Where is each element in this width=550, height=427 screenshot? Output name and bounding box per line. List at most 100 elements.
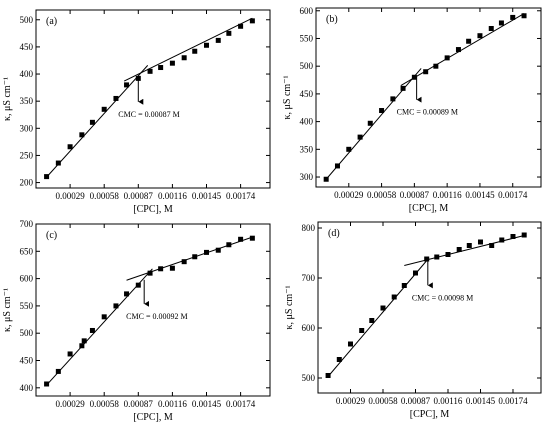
data-point	[147, 270, 153, 276]
data-point	[44, 174, 50, 180]
y-tick-label: 250	[20, 150, 34, 160]
data-point	[521, 13, 527, 19]
x-tick-label: 0.00174	[498, 190, 528, 200]
data-point	[489, 243, 495, 248]
x-tick-label: 0.00174	[226, 191, 256, 201]
fit-line	[400, 13, 525, 87]
panel-label: (c)	[46, 230, 57, 241]
y-axis-title: κ, μS cm⁻¹	[2, 288, 13, 332]
y-tick-label: 400	[300, 117, 314, 127]
data-point	[135, 282, 141, 288]
data-point	[424, 256, 430, 262]
x-tick-label: 0.00145	[192, 191, 222, 201]
x-tick-label: 0.00174	[498, 396, 528, 406]
data-point	[323, 176, 329, 182]
data-point	[411, 74, 417, 80]
data-point	[499, 237, 505, 243]
cmc-annotation: CMC = 0.00098 M	[412, 293, 473, 302]
x-tick-label: 0.00145	[465, 190, 495, 200]
data-point	[325, 373, 331, 378]
data-point	[215, 247, 221, 253]
chart-panel-4: 0.00029 0.00058 0.00087 0.00116 0.00145 0.001…	[284, 221, 542, 420]
y-tick-label: 500	[20, 15, 34, 25]
data-point	[510, 14, 516, 20]
x-tick-label: 0.00116	[158, 191, 187, 201]
y-tick-label: 550	[20, 301, 34, 311]
data-point	[336, 357, 342, 362]
plot-frame	[35, 223, 271, 397]
data-point	[181, 55, 187, 61]
y-tick-label: 450	[300, 89, 314, 99]
data-point	[113, 95, 119, 101]
fit-line	[46, 268, 153, 386]
data-point	[346, 146, 352, 152]
data-point	[55, 368, 61, 374]
data-point	[192, 48, 198, 54]
data-point	[226, 30, 232, 36]
data-point	[412, 270, 418, 276]
data-point	[204, 249, 210, 255]
y-tick-label: 700	[302, 273, 316, 283]
data-point	[55, 160, 61, 166]
panel-label: (b)	[326, 14, 338, 25]
data-point	[169, 265, 175, 271]
x-axis-title: [CPC], M	[133, 412, 173, 423]
data-point	[101, 106, 107, 112]
x-tick-label: 0.00174	[226, 399, 256, 409]
cmc-annotation: CMC = 0.00092 M	[126, 312, 187, 321]
y-tick-label: 450	[20, 356, 34, 366]
data-point	[147, 68, 153, 74]
fit-line	[327, 257, 430, 377]
y-tick-label: 800	[302, 223, 316, 233]
data-point	[401, 283, 407, 288]
data-point	[347, 341, 353, 347]
data-point	[433, 63, 439, 69]
data-point	[488, 26, 494, 32]
fit-line	[325, 68, 422, 180]
data-point	[477, 33, 483, 39]
x-tick-label: 0.00087	[400, 190, 430, 200]
data-point	[79, 132, 85, 138]
x-tick-label: 0.00058	[90, 399, 120, 409]
x-tick-label: 0.00029	[55, 191, 85, 201]
data-point	[359, 328, 365, 333]
plot-frame	[317, 221, 542, 394]
data-point	[510, 234, 516, 239]
chart-panel-2: 0.00029 0.00058 0.00087 0.00116 0.00145 0.001…	[282, 6, 542, 214]
x-tick-label: 0.00058	[367, 190, 397, 200]
y-axis-title: κ, μS cm⁻¹	[284, 286, 295, 330]
y-tick-label: 550	[300, 33, 314, 43]
data-point	[249, 235, 255, 241]
y-tick-label: 650	[20, 246, 34, 256]
data-point	[400, 85, 406, 91]
y-tick-label: 600	[20, 274, 34, 284]
x-tick-label: 0.00145	[192, 399, 222, 409]
data-point	[44, 381, 50, 387]
data-point	[444, 55, 450, 61]
x-tick-label: 0.00087	[124, 191, 154, 201]
data-point	[379, 108, 385, 114]
data-point	[498, 20, 504, 26]
data-point	[124, 82, 130, 88]
data-point	[113, 303, 119, 309]
data-point	[357, 134, 363, 140]
y-tick-label: 400	[20, 69, 34, 79]
chart-panel-3: 0.00029 0.00058 0.00087 0.00116 0.00145 0.001…	[2, 219, 271, 423]
data-point	[380, 305, 386, 311]
data-point	[466, 243, 472, 248]
data-point	[390, 96, 396, 102]
data-point	[81, 338, 87, 344]
fit-line	[123, 17, 253, 82]
data-point	[391, 294, 397, 300]
data-point	[67, 351, 73, 357]
y-tick-label: 500	[302, 373, 316, 383]
data-point	[67, 144, 73, 150]
x-axis-title: [CPC], M	[410, 409, 450, 420]
data-point	[456, 247, 462, 252]
data-point	[445, 252, 451, 257]
data-point	[455, 47, 461, 53]
y-tick-label: 500	[300, 61, 314, 71]
data-point	[249, 18, 255, 24]
fit-line	[46, 65, 149, 178]
fit-line	[404, 235, 525, 266]
